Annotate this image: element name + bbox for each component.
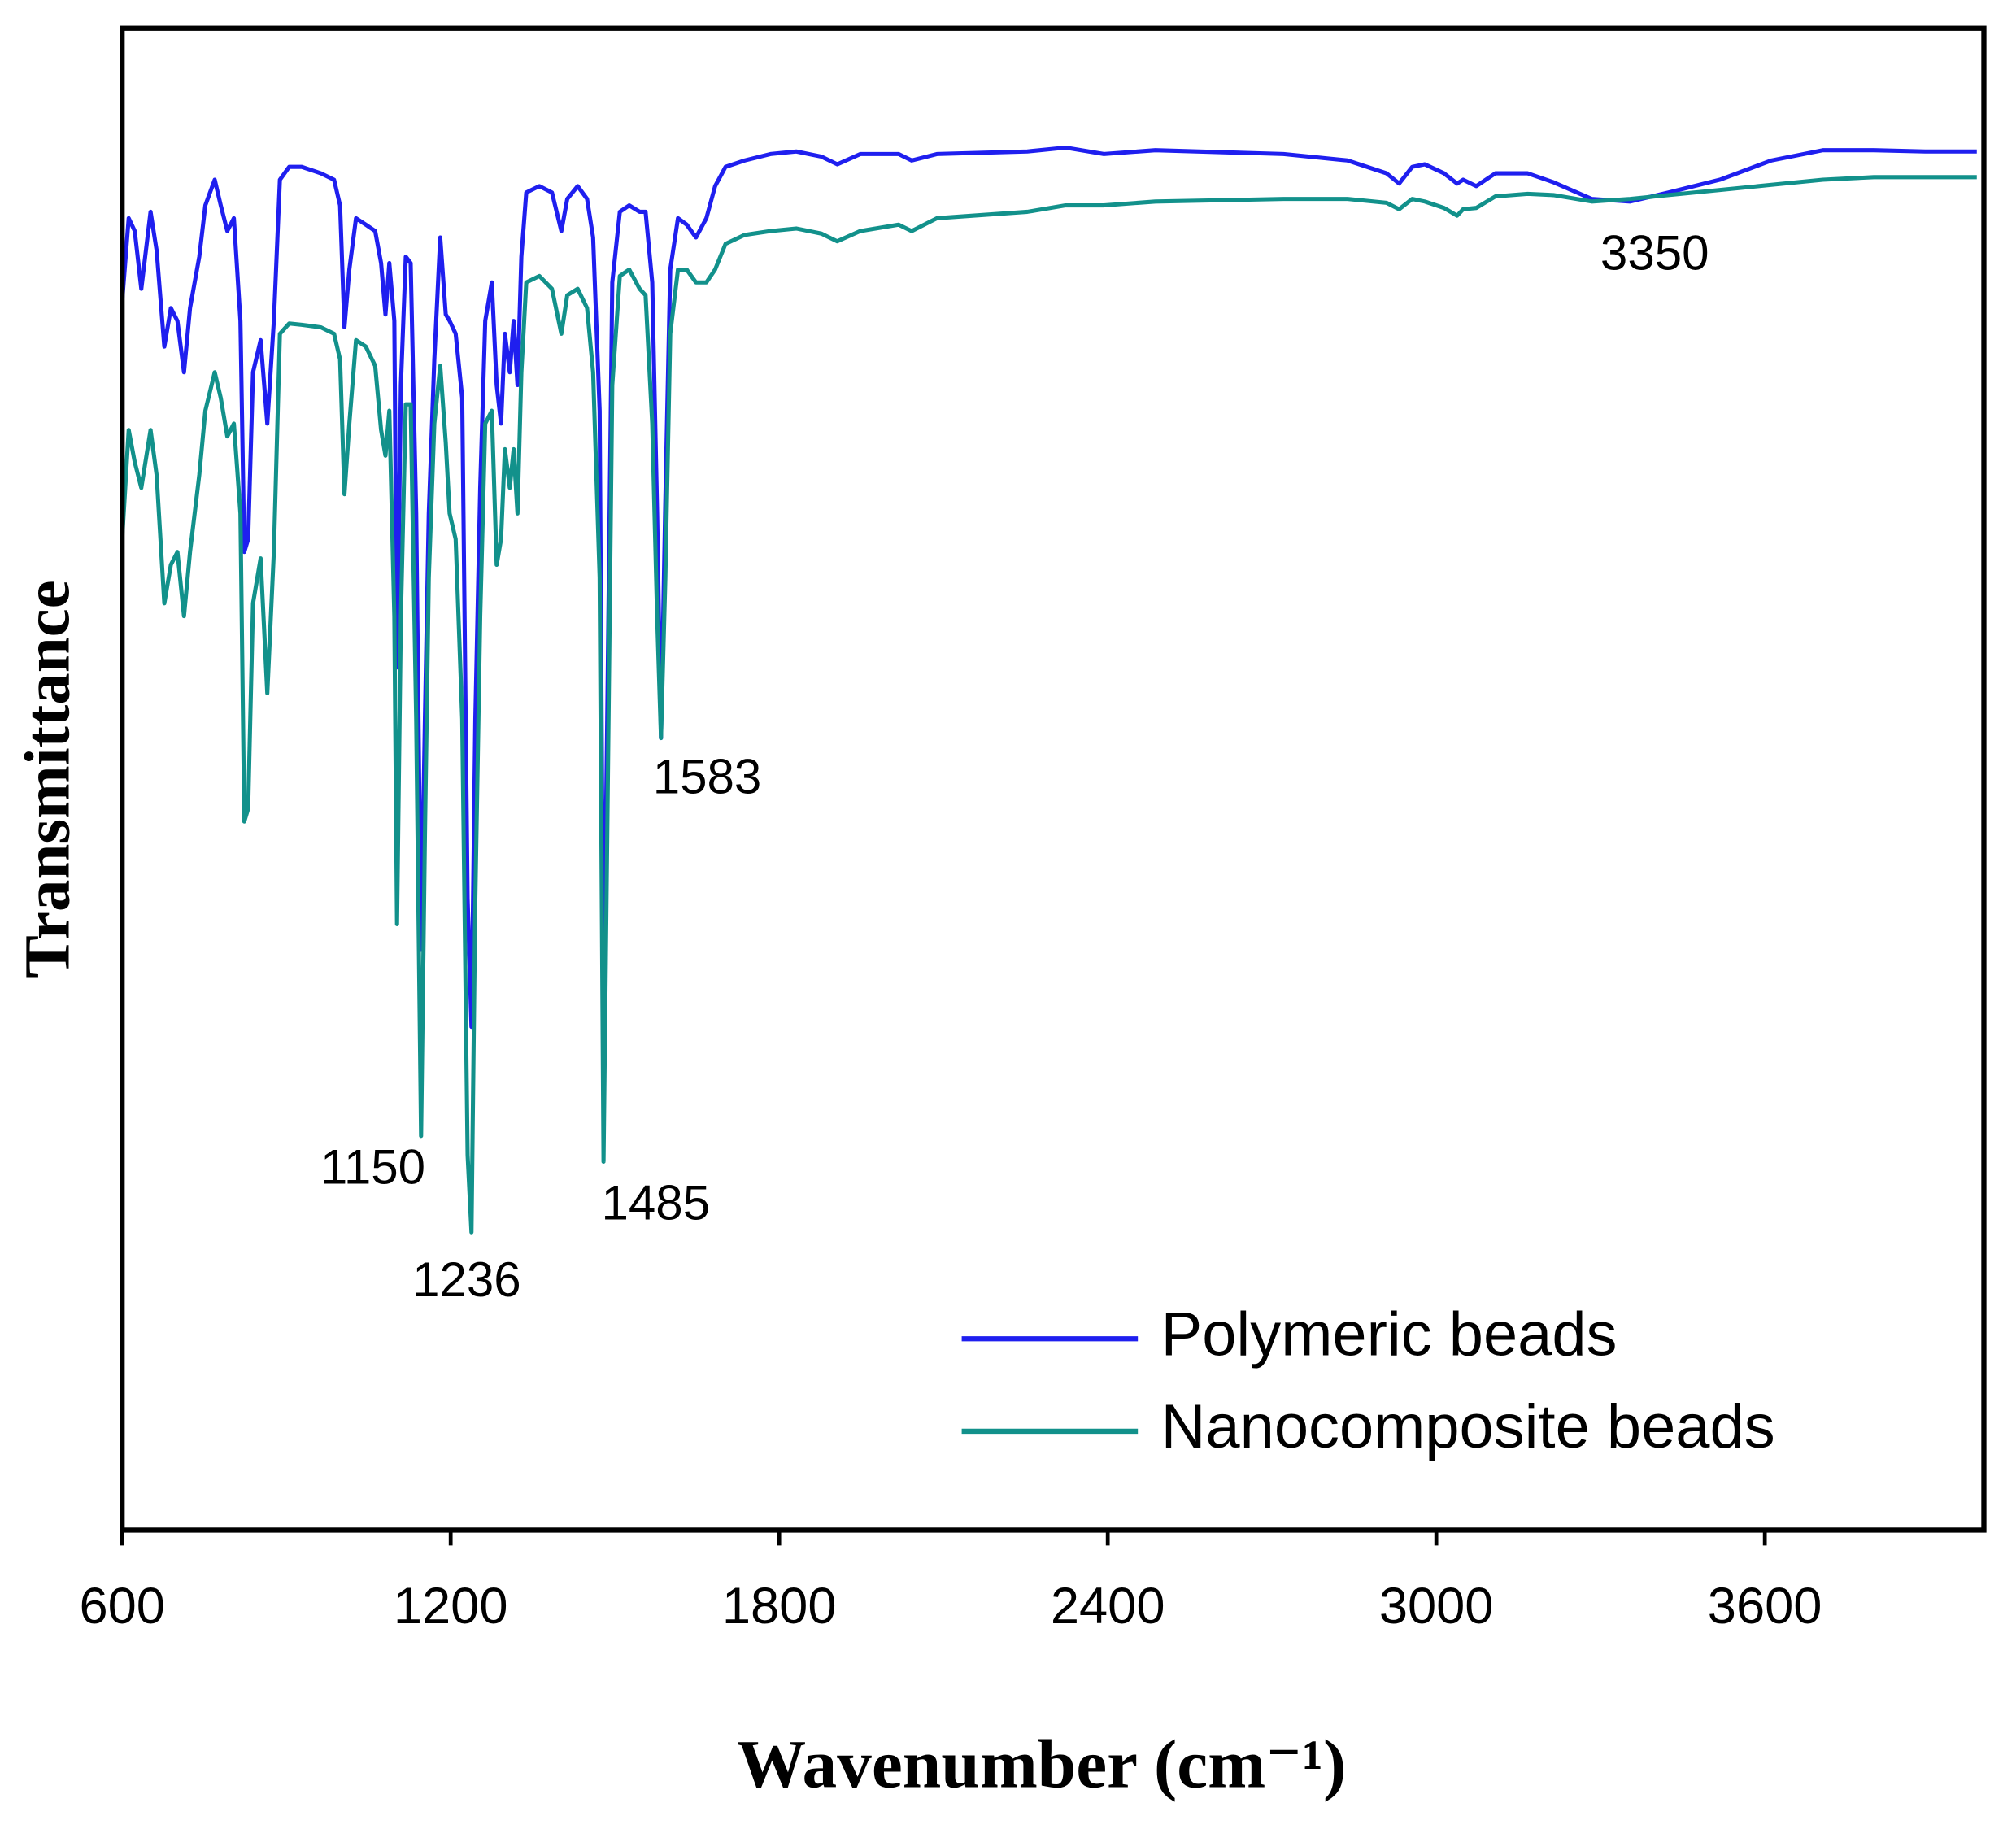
peak-annotation: 1236 [412, 1252, 521, 1307]
plot-frame [120, 25, 1987, 1533]
peak-annotation: 1485 [601, 1176, 710, 1230]
peak-annotation: 3350 [1600, 226, 1709, 281]
x-axis-label: Wavenumber (cm⁻¹) [737, 1727, 1347, 1803]
spectrum-line [120, 175, 1977, 1235]
x-tick-label: 1800 [722, 1578, 837, 1635]
legend-label: Polymeric beads [1161, 1300, 1618, 1369]
x-tick-label: 3000 [1379, 1578, 1494, 1635]
peak-annotation: 1583 [653, 750, 762, 804]
peak-annotation: 1150 [320, 1139, 425, 1194]
x-tick-label: 2400 [1051, 1578, 1165, 1635]
x-tick-label: 3600 [1708, 1578, 1822, 1635]
spectrum-line [120, 145, 1977, 1030]
x-tick-label: 1200 [394, 1578, 508, 1635]
y-axis-label: Transmittance [12, 580, 83, 978]
x-tick-label: 600 [79, 1578, 164, 1635]
legend-label: Nanocomposite beads [1161, 1392, 1775, 1461]
